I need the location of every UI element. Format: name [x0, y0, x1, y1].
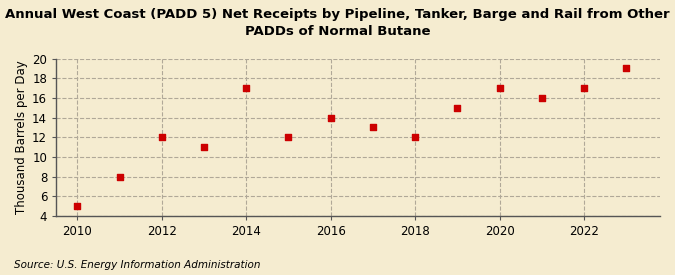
Text: Source: U.S. Energy Information Administration: Source: U.S. Energy Information Administ…	[14, 260, 260, 270]
Point	[410, 135, 421, 139]
Y-axis label: Thousand Barrels per Day: Thousand Barrels per Day	[15, 60, 28, 214]
Point	[452, 106, 463, 110]
Point	[114, 174, 125, 179]
Point	[157, 135, 167, 139]
Point	[537, 96, 547, 100]
Text: Annual West Coast (PADD 5) Net Receipts by Pipeline, Tanker, Barge and Rail from: Annual West Coast (PADD 5) Net Receipts …	[5, 8, 670, 38]
Point	[578, 86, 589, 90]
Point	[325, 115, 336, 120]
Point	[72, 204, 83, 208]
Point	[621, 66, 632, 71]
Point	[283, 135, 294, 139]
Point	[198, 145, 209, 149]
Point	[241, 86, 252, 90]
Point	[494, 86, 505, 90]
Point	[367, 125, 378, 130]
